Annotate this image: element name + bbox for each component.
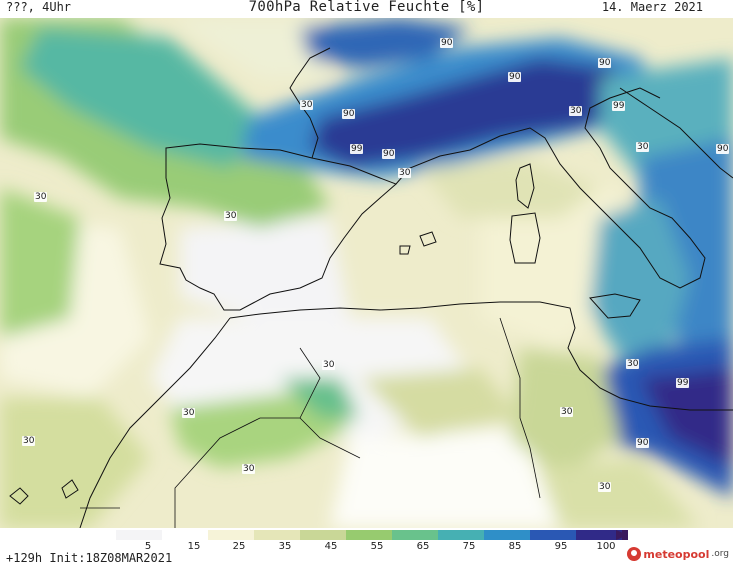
contour-label: 30 <box>569 106 583 116</box>
legend-tick: 15 <box>187 541 201 552</box>
humidity-field <box>0 18 733 528</box>
humidity-shading <box>0 18 733 528</box>
legend-tick: 65 <box>416 541 430 552</box>
legend-tick: 25 <box>232 541 246 552</box>
legend-tick: 95 <box>554 541 568 552</box>
humidity-map: 90 90 90 90 99 99 90 30 30 30 30 90 30 3… <box>0 18 733 528</box>
legend-tick: 5 <box>144 541 152 552</box>
legend-tick: 35 <box>278 541 292 552</box>
legend-tick: 75 <box>462 541 476 552</box>
contour-label: 90 <box>598 58 612 68</box>
contour-label: 30 <box>322 360 336 370</box>
legend-arrow <box>616 530 628 540</box>
map-title: 700hPa Relative Feuchte [%] <box>248 0 485 15</box>
contour-label: 99 <box>612 101 626 111</box>
contour-label: 99 <box>350 144 364 154</box>
pin-icon <box>627 547 642 561</box>
meteopool-logo: meteopool .org <box>627 545 729 563</box>
contour-label: 99 <box>676 378 690 388</box>
legend-colorbar <box>116 530 628 540</box>
legend-swatch <box>346 530 392 540</box>
legend-swatch <box>208 530 254 540</box>
legend-swatch <box>484 530 530 540</box>
contour-label: 90 <box>382 149 396 159</box>
contour-label: 30 <box>224 211 238 221</box>
contour-label: 30 <box>242 464 256 474</box>
valid-date-text: 14. Maerz 2021 <box>601 0 703 14</box>
contour-label: 30 <box>598 482 612 492</box>
color-legend: 5 15 25 35 45 55 65 75 85 95 100 +129h I… <box>0 528 733 566</box>
legend-tick: 100 <box>596 541 616 552</box>
legend-swatch <box>438 530 484 540</box>
header-bar: ???, 4Uhr 700hPa Relative Feuchte [%] 14… <box>0 0 733 18</box>
contour-label: 30 <box>560 407 574 417</box>
contour-label: 30 <box>34 192 48 202</box>
run-info: +129h Init:18Z08MAR2021 <box>6 551 173 565</box>
contour-label: 90 <box>636 438 650 448</box>
contour-label: 30 <box>182 408 196 418</box>
contour-label: 90 <box>508 72 522 82</box>
legend-swatch <box>576 530 622 540</box>
contour-label: 90 <box>342 109 356 119</box>
legend-swatch <box>254 530 300 540</box>
legend-swatch <box>530 530 576 540</box>
contour-label: 30 <box>22 436 36 446</box>
contour-label: 90 <box>440 38 454 48</box>
legend-tick: 45 <box>324 541 338 552</box>
legend-tick: 85 <box>508 541 522 552</box>
legend-swatch <box>300 530 346 540</box>
valid-time-text: ???, 4Uhr <box>6 0 72 14</box>
contour-label: 30 <box>636 142 650 152</box>
contour-label: 90 <box>716 144 730 154</box>
coastlines <box>9 47 733 528</box>
logo-suffix: .org <box>711 549 729 559</box>
legend-swatch <box>162 530 208 540</box>
legend-swatch <box>116 530 162 540</box>
contour-label: 30 <box>398 168 412 178</box>
legend-tick: 55 <box>370 541 384 552</box>
logo-brand: meteopool <box>643 547 710 561</box>
contour-label: 30 <box>300 100 314 110</box>
legend-swatch <box>392 530 438 540</box>
contour-label: 30 <box>626 359 640 369</box>
